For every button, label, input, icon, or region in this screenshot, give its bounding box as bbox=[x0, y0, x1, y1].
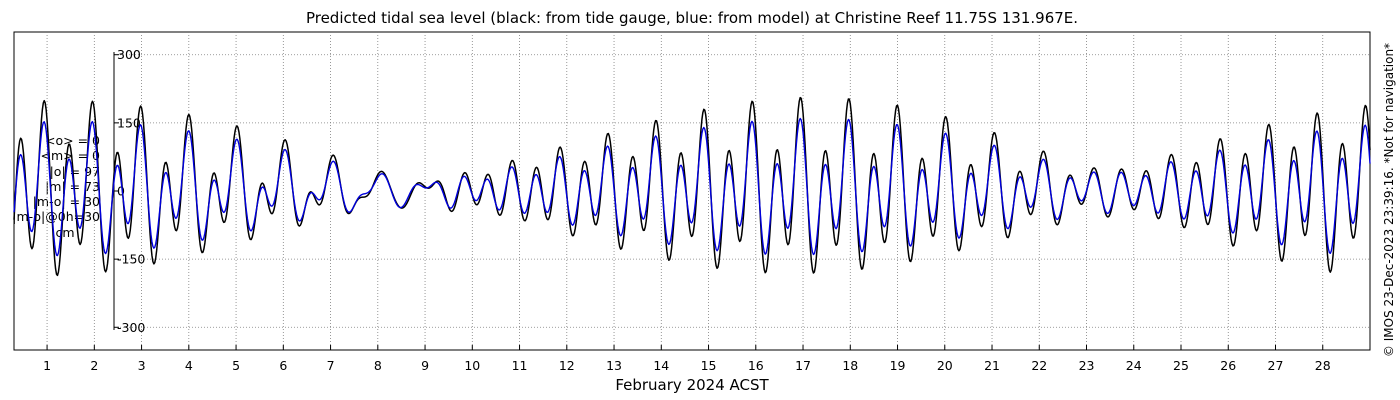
y-tick-label: 150 bbox=[117, 115, 141, 130]
credit-text: © IMOS 23-Dec-2023 23:39:16. *Not for na… bbox=[1382, 42, 1396, 358]
y-tick-label: -150 bbox=[117, 252, 145, 267]
x-tick-label: 4 bbox=[185, 358, 193, 373]
y-tick-label: -300 bbox=[117, 320, 145, 335]
x-tick-label: 2 bbox=[90, 358, 98, 373]
stat-obs-mean: <o> = 0 bbox=[45, 133, 100, 148]
x-tick-label: 12 bbox=[559, 358, 575, 373]
x-axis-label: February 2024 ACST bbox=[615, 376, 769, 394]
x-tick-label: 26 bbox=[1220, 358, 1236, 373]
x-tick-label: 10 bbox=[464, 358, 480, 373]
series-line-model bbox=[13, 117, 1371, 257]
x-tick-label: 5 bbox=[232, 358, 240, 373]
x-tick-label: 23 bbox=[1079, 358, 1095, 373]
x-tick-label: 1 bbox=[43, 358, 51, 373]
x-tick-label: 16 bbox=[748, 358, 764, 373]
series-layer bbox=[13, 96, 1371, 277]
x-tick-label: 17 bbox=[795, 358, 811, 373]
x-tick-label: 21 bbox=[984, 358, 1000, 373]
x-tick-label: 8 bbox=[374, 358, 382, 373]
x-tick-label: 6 bbox=[279, 358, 287, 373]
x-tick-label: 24 bbox=[1126, 358, 1142, 373]
x-tick-label: 20 bbox=[937, 358, 953, 373]
x-tick-label: 7 bbox=[327, 358, 335, 373]
x-tick-label: 3 bbox=[138, 358, 146, 373]
stat-model-mean: <m> = 0 bbox=[40, 148, 101, 164]
x-tick-label: 9 bbox=[421, 358, 429, 373]
x-tick-label: 25 bbox=[1173, 358, 1189, 373]
y-tick-label: 300 bbox=[117, 47, 141, 62]
x-tick-label: 18 bbox=[842, 358, 858, 373]
x-tick-label: 28 bbox=[1315, 358, 1331, 373]
chart-title: Predicted tidal sea level (black: from t… bbox=[305, 9, 1079, 27]
series-line-tide-gauge bbox=[13, 96, 1371, 277]
axis-ticks: 1 2 3 4 5 6 7 8 9 10 11 12 13 14 15 16 17 18 19 20 21 22 23 24 2… bbox=[43, 47, 1331, 373]
x-tick-label: 13 bbox=[606, 358, 622, 373]
x-tick-label: 19 bbox=[890, 358, 906, 373]
x-tick-label: 22 bbox=[1031, 358, 1047, 373]
x-tick-label: 27 bbox=[1268, 358, 1284, 373]
x-tick-label: 14 bbox=[653, 358, 669, 373]
y-tick-label: 0 bbox=[117, 184, 125, 199]
grid-lines bbox=[46, 32, 1370, 350]
x-tick-label: 11 bbox=[512, 358, 528, 373]
plot-frame bbox=[13, 31, 1371, 351]
x-tick-label: 15 bbox=[701, 358, 717, 373]
